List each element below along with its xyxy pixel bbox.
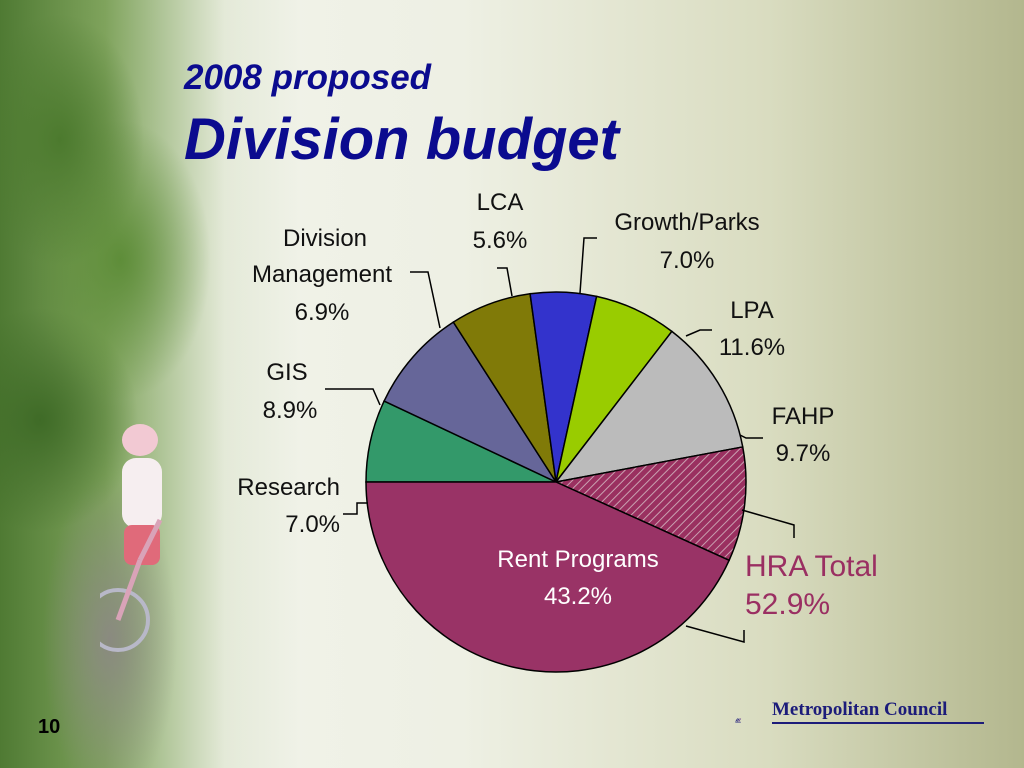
pie-slice-fahp [553,446,747,562]
leader-line [685,329,712,337]
metropolitan-council-logo-icon [735,718,742,723]
slice-value-label: 8.9% [263,397,318,424]
pie-slice-gis [383,321,559,484]
slice-name-label: Growth/Parks [614,209,759,236]
leader-line [410,271,441,329]
slice-name-label: GIS [266,359,307,386]
pie-slice-lpa [554,330,744,484]
logo-text: Metropolitan Council [772,699,948,720]
slice-value-label: 43.2% [544,583,612,610]
slice-value-label: 7.0% [660,247,715,274]
slide-title-line2: Division budget [184,107,619,172]
page-number: 10 [38,716,61,738]
slice-value-label: 9.7% [776,440,831,467]
slide-title-line1: 2008 proposed [184,58,432,97]
slice-value-label: 6.9% [295,299,350,326]
leader-line [343,502,368,515]
slice-name-label: Research [237,474,340,501]
hra-bracket-bottom [685,625,745,643]
leader-line [497,267,513,297]
slice-value-label: 11.6% [719,334,785,361]
slice-name-label: Division [283,225,367,252]
pie-slice-rent-programs [365,481,731,673]
leader-line [325,388,381,406]
background-photo [0,0,300,768]
slice-value-label: 5.6% [473,227,528,254]
hra-bracket-top [741,509,795,538]
slice-name-label: LPA [730,297,774,324]
slice-name-label: FAHP [772,403,835,430]
leader-line [739,434,763,439]
slice-name-label: LCA [477,189,524,216]
slice-name-label: Rent Programs [497,546,658,573]
slice-value-label: 7.0% [285,511,340,538]
logo-underline [772,722,984,724]
slice-name-label: Management [252,261,392,288]
leader-line [579,237,597,294]
hra-total-value: 52.9% [745,588,830,621]
child-on-bike-image [100,424,163,652]
hra-total-label: HRA Total [745,550,878,583]
